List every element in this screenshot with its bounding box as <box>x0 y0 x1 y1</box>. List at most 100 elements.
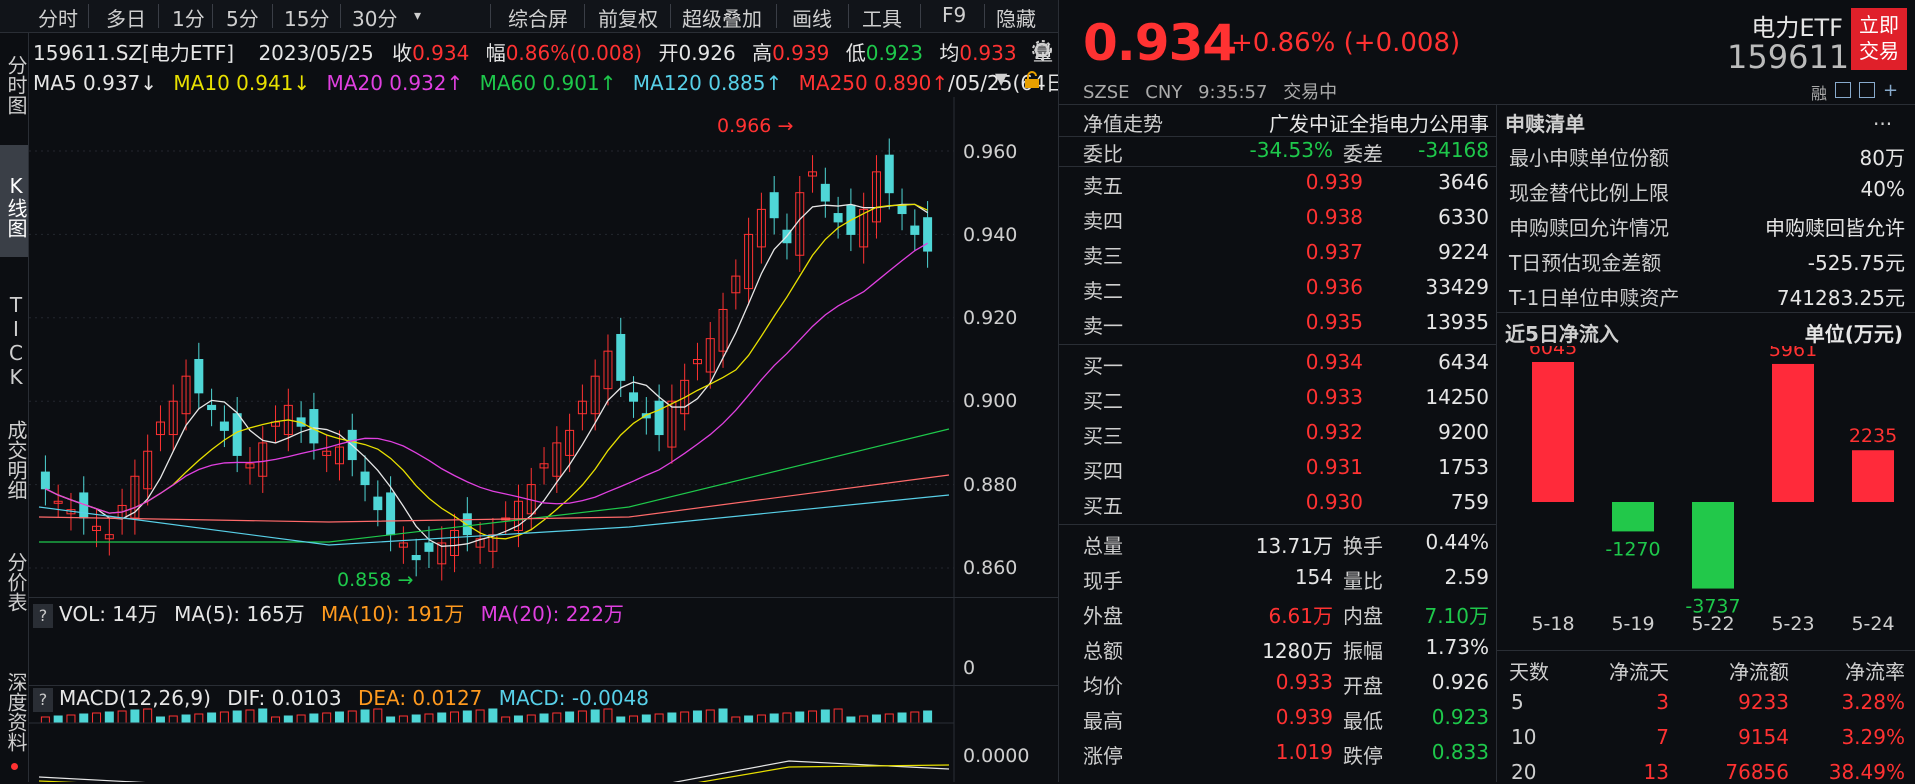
low-mark-value: 0.858 <box>337 569 392 591</box>
bid-level-price[interactable]: 0.933 <box>1305 385 1363 409</box>
candle <box>629 392 639 402</box>
stat-label: 跌停 <box>1343 744 1383 768</box>
open-label: 开 <box>658 41 679 65</box>
high-label: 高 <box>752 41 773 65</box>
weicha-value: -34168 <box>1418 138 1489 162</box>
candle <box>654 400 664 436</box>
candle <box>475 538 485 548</box>
quote-panel: 0.934 +0.86% (+0.008) 电力ETF 159611 立即交易 … <box>1058 0 1915 784</box>
stat-value: 2.59 <box>1444 565 1489 589</box>
menu-intraday[interactable]: 分时 <box>38 7 78 31</box>
quote-time: 9:35:57 <box>1198 82 1268 103</box>
flow-bar-label: 6045 <box>1529 346 1577 359</box>
ask-level-price[interactable]: 0.936 <box>1305 275 1363 299</box>
ma-line <box>45 242 928 514</box>
flow-table-header: 净流率 <box>1845 660 1905 684</box>
ma10-legend: MA10 0.941↓ <box>173 71 311 95</box>
tab-tick[interactable]: TICK <box>4 293 28 389</box>
kline-svg[interactable] <box>29 97 1058 782</box>
tab-price-table[interactable]: 分价表 <box>4 552 28 612</box>
menu-5min[interactable]: 5分 <box>226 7 259 31</box>
candle <box>462 513 472 536</box>
candle <box>143 450 153 490</box>
trade-now-button[interactable]: 立即交易 <box>1851 8 1907 70</box>
bid-level-price[interactable]: 0.930 <box>1305 490 1363 514</box>
ask-level-price[interactable]: 0.937 <box>1305 240 1363 264</box>
period-dropdown-icon[interactable]: ▾ <box>414 8 422 24</box>
bid-level-label: 买一 <box>1083 354 1123 378</box>
macd-help-button[interactable]: ? <box>33 688 53 712</box>
volume-help-button[interactable]: ? <box>33 604 53 628</box>
flow-table-cell: 20 <box>1511 760 1537 784</box>
flow-date-label: 5-19 <box>1611 613 1654 635</box>
lock-icon[interactable] <box>1023 71 1041 89</box>
menu-forward-adjust[interactable]: 前复权 <box>598 7 658 31</box>
bid-level-price[interactable]: 0.934 <box>1305 350 1363 374</box>
low-label: 低 <box>845 41 866 65</box>
bid-level-price[interactable]: 0.932 <box>1305 420 1363 444</box>
candle <box>616 333 626 381</box>
flow-bar-5-19 <box>1612 502 1654 532</box>
candle <box>207 404 217 411</box>
ask-level-price[interactable]: 0.935 <box>1305 310 1363 334</box>
kline-chart-area[interactable]: 159611.SZ[电力ETF] 2023/05/25 收0.934 幅0.86… <box>29 33 1074 782</box>
bid-level-volume: 6434 <box>1438 350 1489 374</box>
axis-tick-0880: 0.880 <box>963 474 1018 496</box>
flow-table-cell: 10 <box>1511 725 1537 749</box>
range-dropdown-icon[interactable]: ▼ <box>995 69 1008 88</box>
menu-30min[interactable]: 30分 <box>352 7 398 31</box>
menu-multiday[interactable]: 多日 <box>106 7 146 31</box>
menu-f9[interactable]: F9 <box>942 3 967 27</box>
candle <box>181 375 191 415</box>
tracked-index: 广发中证全指电力公用事 <box>1269 112 1489 136</box>
tab-intraday-chart[interactable]: 分时图 <box>4 55 28 115</box>
candle <box>437 542 447 565</box>
edit-icon[interactable] <box>1835 82 1851 98</box>
tab-depth-info[interactable]: 深度资料 <box>4 672 28 752</box>
candle <box>258 442 268 477</box>
candle <box>718 308 728 352</box>
bid-level-price[interactable]: 0.931 <box>1305 455 1363 479</box>
share-icon[interactable] <box>1859 82 1875 98</box>
redemption-item-value: 741283.25元 <box>1776 286 1905 310</box>
vol-ma10: MA(10): 191万 <box>321 602 465 626</box>
ask-level-price[interactable]: 0.938 <box>1305 205 1363 229</box>
settings-gear-icon[interactable] <box>1031 39 1053 61</box>
candle <box>53 500 63 504</box>
webi-value: -34.53% <box>1249 138 1333 162</box>
avg-value: 0.933 <box>959 41 1017 65</box>
stat-value: 0.923 <box>1431 705 1489 729</box>
bid-level-label: 买四 <box>1083 459 1123 483</box>
menu-composite[interactable]: 综合屏 <box>508 7 568 31</box>
stat-value: 0.926 <box>1431 670 1489 694</box>
candle <box>910 225 920 235</box>
flow-table-header: 净流额 <box>1729 660 1789 684</box>
candle <box>539 463 549 469</box>
nav-trend-label[interactable]: 净值走势 <box>1083 112 1163 136</box>
price-change: +0.86% (+0.008) <box>1231 28 1461 58</box>
flow-date-label: 5-23 <box>1771 613 1814 635</box>
menu-1min[interactable]: 1分 <box>172 7 205 31</box>
ask-level-price[interactable]: 0.939 <box>1305 170 1363 194</box>
candle <box>232 413 242 456</box>
tab-trade-details[interactable]: 成交明细 <box>4 420 28 500</box>
menu-15min[interactable]: 15分 <box>284 7 330 31</box>
stat-value: 154 <box>1294 565 1333 589</box>
add-icon[interactable]: + <box>1883 80 1899 101</box>
stock-info-line: 159611.SZ[电力ETF] 2023/05/25 收0.934 幅0.86… <box>33 37 1053 66</box>
amp-value: 0.86%(0.008) <box>505 41 643 65</box>
vol-ma20: MA(20): 222万 <box>480 602 624 626</box>
menu-tools[interactable]: 工具 <box>862 7 902 31</box>
redemption-more-button[interactable]: ... <box>1873 106 1893 130</box>
stat-value: 6.61万 <box>1268 604 1333 628</box>
menu-draw[interactable]: 画线 <box>792 7 832 31</box>
tab-kline-chart[interactable]: K线图 <box>0 145 28 257</box>
stock-code: 159611.SZ[电力ETF] <box>33 41 235 65</box>
ask-level-label: 卖四 <box>1083 209 1123 233</box>
candle <box>194 359 204 394</box>
menu-hide[interactable]: 隐藏 <box>996 7 1036 31</box>
stat-label: 振幅 <box>1343 639 1383 663</box>
ma250-legend: MA250 0.890↑ <box>798 71 949 95</box>
menu-overlay[interactable]: 超级叠加 <box>682 7 762 31</box>
